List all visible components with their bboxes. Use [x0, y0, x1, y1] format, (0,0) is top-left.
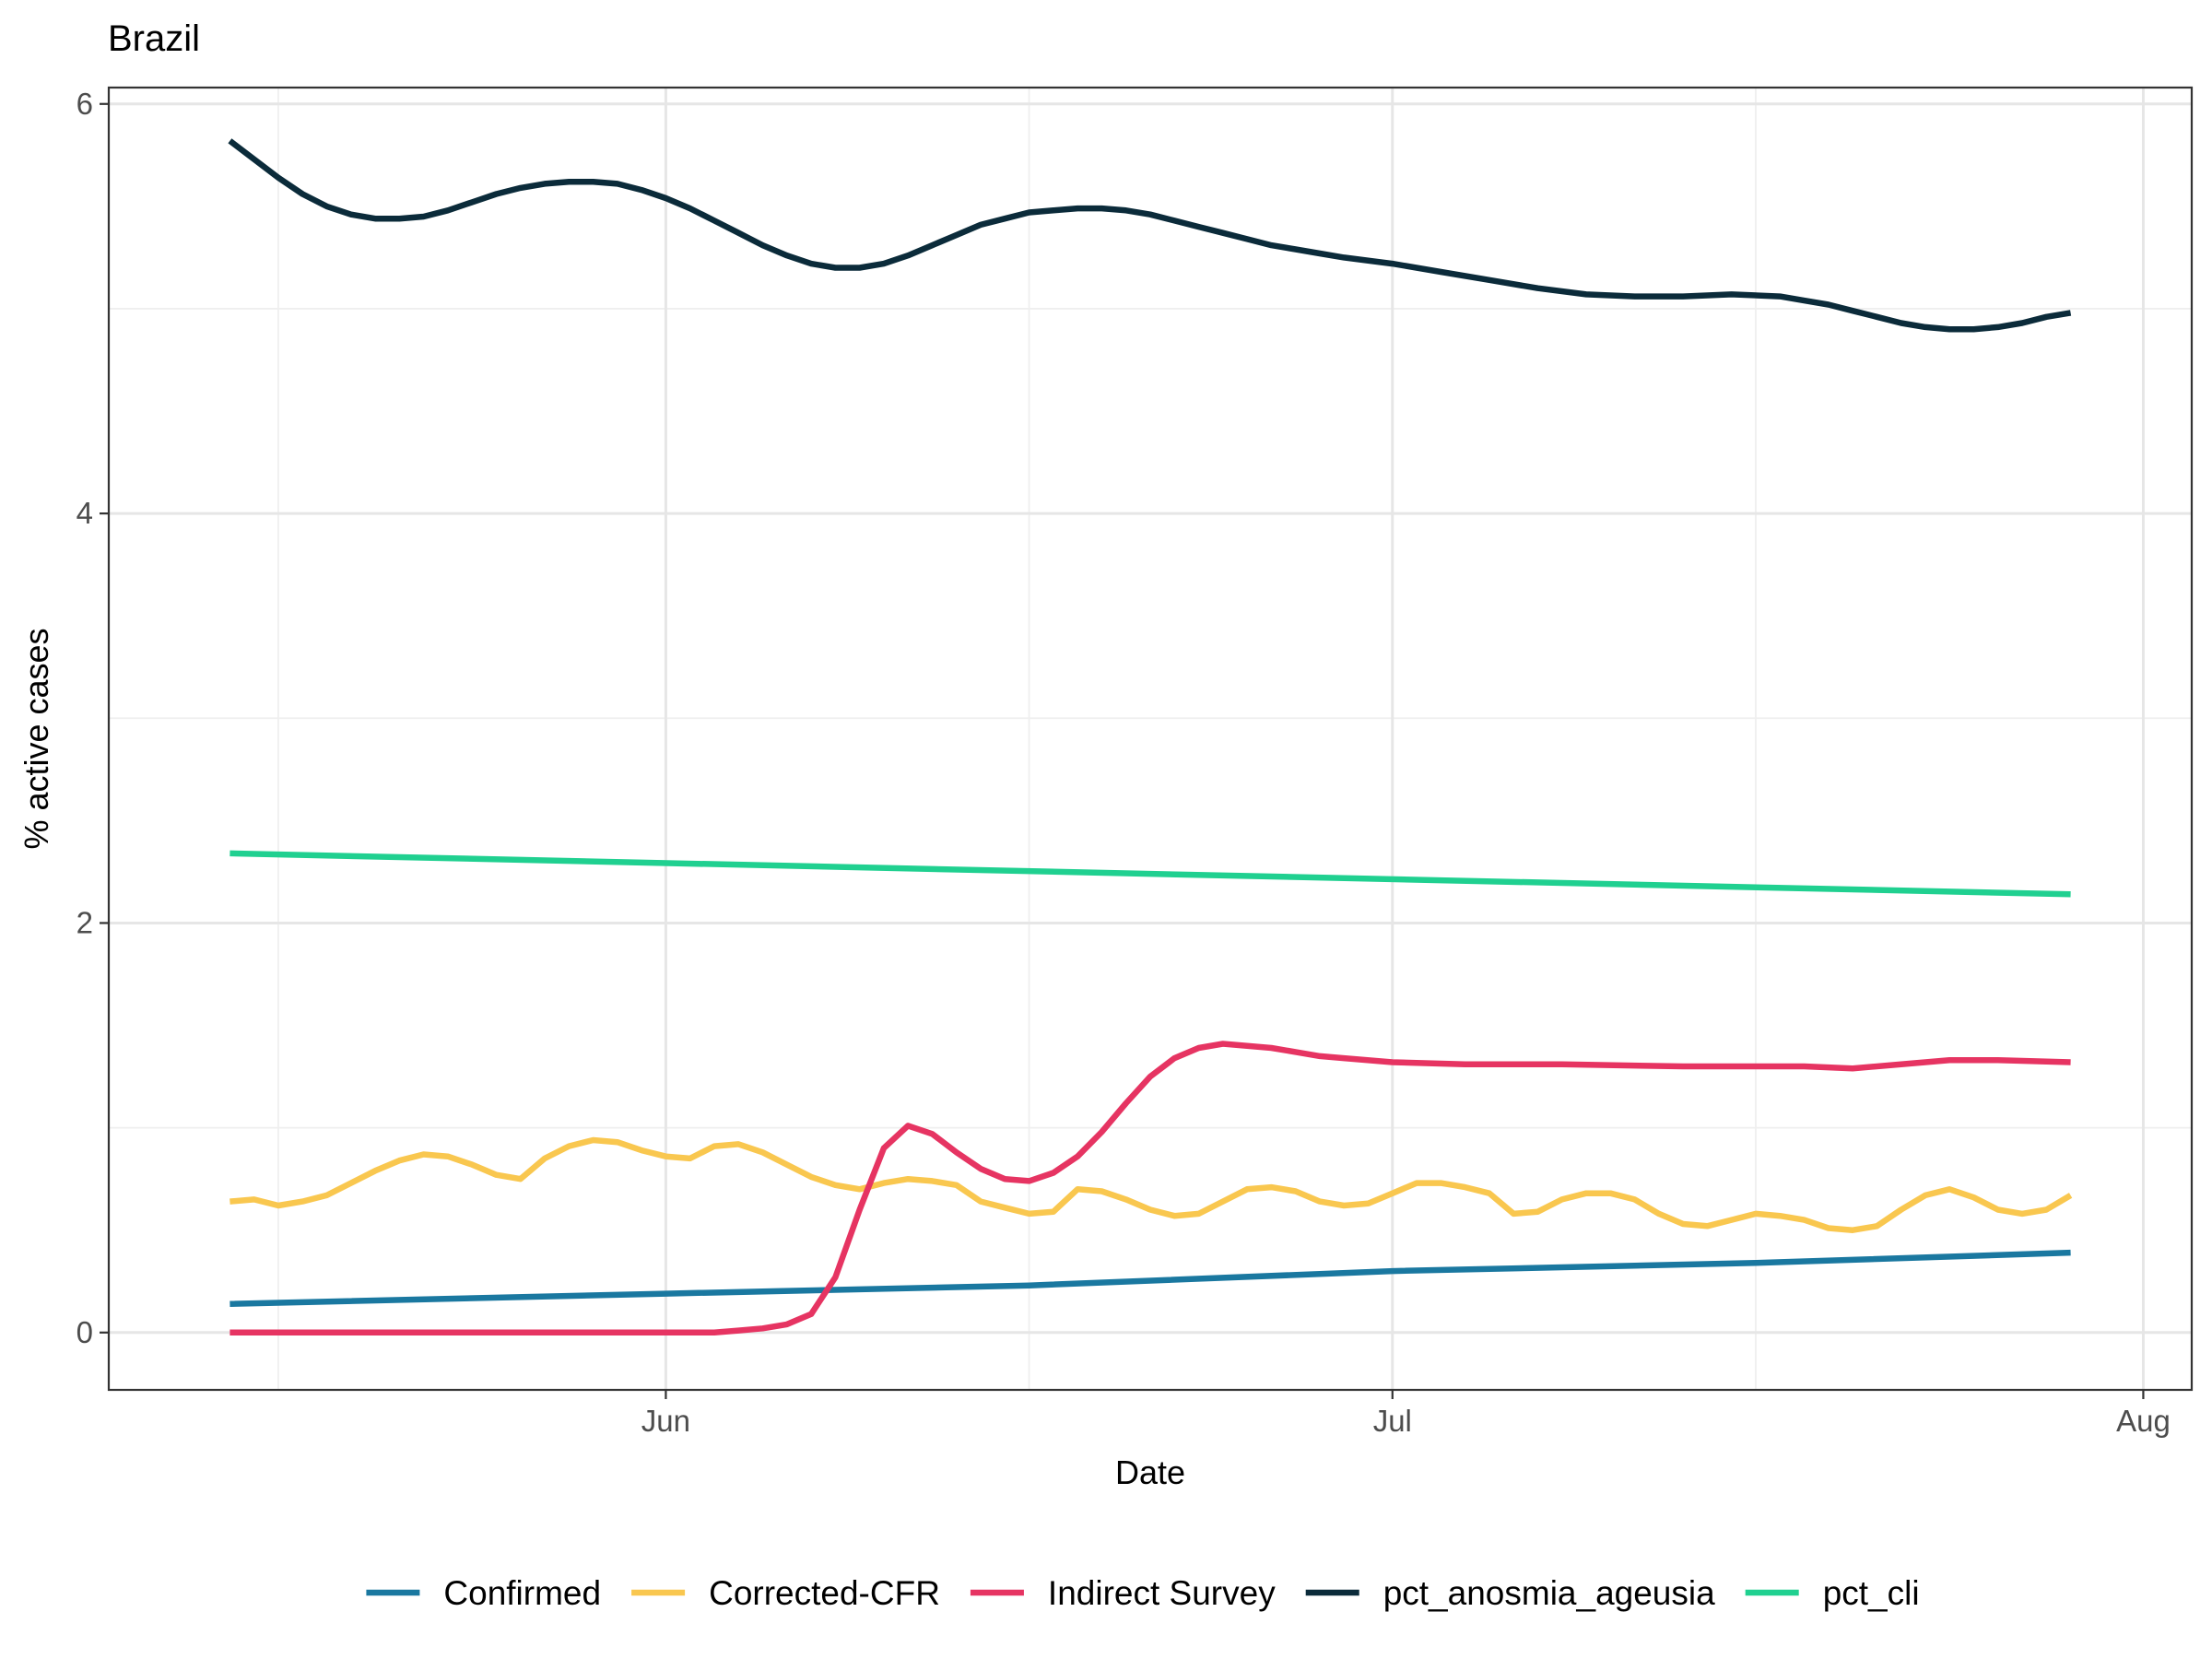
- legend-item-pct-cli: pct_cli: [1745, 1574, 1920, 1612]
- series-layer: [228, 138, 2073, 1336]
- legend-item-pct-anosmia-ageusia: pct_anosmia_ageusia: [1305, 1574, 1715, 1612]
- legend-label: pct_cli: [1823, 1574, 1920, 1612]
- legend-item-confirmed: Confirmed: [366, 1574, 601, 1612]
- x-tick-label: Jul: [1373, 1404, 1412, 1438]
- x-axis: Jun Jul Aug: [641, 1390, 2171, 1438]
- y-axis-title: % active cases: [18, 628, 55, 849]
- legend-label: Corrected-CFR: [709, 1574, 940, 1612]
- panel-border: [107, 86, 2194, 1392]
- series-line-corrected-cfr: [229, 1136, 2073, 1233]
- chart-title: Brazil: [108, 18, 200, 59]
- x-tick-label: Jun: [641, 1404, 690, 1438]
- series-line-pct-anosmia-ageusia: [228, 138, 2072, 333]
- x-tick-label: Aug: [2116, 1404, 2171, 1438]
- series-line-indirect-survey: [229, 1041, 2071, 1336]
- y-tick-label: 0: [76, 1315, 93, 1349]
- series-line-confirmed: [229, 1249, 2071, 1307]
- legend: Confirmed Corrected-CFR Indirect Survey pct…: [366, 1574, 1920, 1612]
- y-tick-label: 2: [76, 905, 93, 939]
- legend-label: pct_anosmia_ageusia: [1383, 1574, 1715, 1612]
- y-tick-label: 4: [76, 496, 93, 530]
- legend-label: Indirect Survey: [1048, 1574, 1276, 1612]
- y-axis: 0 2 4 6: [76, 87, 109, 1349]
- legend-label: Confirmed: [443, 1574, 601, 1612]
- legend-item-corrected-cfr: Corrected-CFR: [631, 1574, 940, 1612]
- legend-item-indirect-survey: Indirect Survey: [970, 1574, 1276, 1612]
- y-tick-label: 6: [76, 87, 93, 121]
- x-axis-title: Date: [1115, 1453, 1185, 1491]
- series-line-pct-cli: [229, 850, 2071, 898]
- grid: [109, 88, 2192, 1390]
